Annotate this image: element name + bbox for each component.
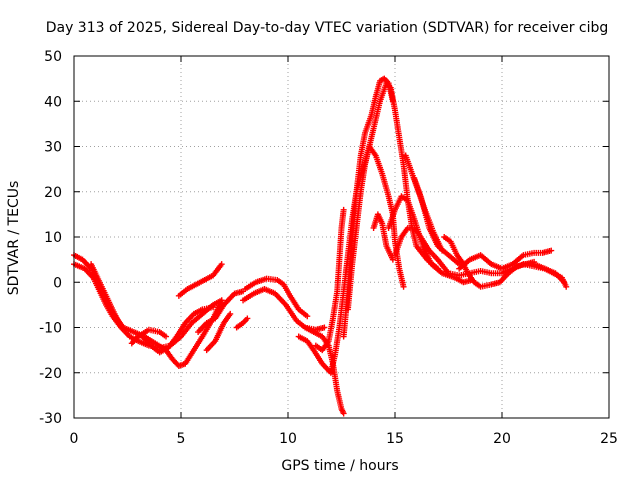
data-point: [389, 256, 396, 263]
data-points: [71, 75, 570, 417]
data-point: [439, 247, 446, 254]
series-track-10: [242, 275, 311, 320]
y-axis-label: SDTVAR / TECUs: [6, 181, 22, 296]
data-point: [304, 313, 311, 320]
series-track-24: [402, 152, 446, 254]
y-tick-labels: -30 -20 -10 0 10 20 30 40 50: [39, 49, 62, 427]
x-tick-label: 10: [279, 431, 297, 447]
series-track-7: [195, 288, 247, 336]
x-tick-labels: 0 5 10 15 20 25: [70, 431, 618, 447]
data-point: [548, 247, 555, 254]
series-track-9: [240, 286, 328, 333]
y-tick-label: 10: [44, 230, 62, 246]
data-point: [115, 319, 122, 326]
data-point: [210, 304, 217, 311]
series-track-11: [233, 315, 251, 331]
x-tick-label: 20: [493, 431, 511, 447]
data-point: [163, 333, 170, 340]
y-tick-label: 30: [44, 140, 62, 156]
data-point: [563, 283, 570, 290]
x-tick-label: 15: [386, 431, 404, 447]
y-tick-label: 0: [53, 275, 62, 291]
x-tick-label: 25: [600, 431, 618, 447]
y-tick-label: 40: [44, 94, 62, 110]
series-track-14: [312, 206, 347, 354]
data-point: [340, 206, 347, 213]
data-point: [389, 98, 396, 105]
series-track-3: [88, 261, 122, 326]
axis-ticks: [73, 55, 610, 419]
series-track-23: [520, 261, 570, 290]
x-tick-label: 0: [70, 431, 79, 447]
data-point: [218, 297, 225, 304]
series-track-5: [139, 304, 217, 356]
y-tick-label: -20: [39, 366, 62, 382]
data-point: [244, 315, 251, 322]
series-track-4: [128, 326, 170, 347]
series-track-8: [203, 310, 234, 354]
data-point: [218, 261, 225, 268]
series-track-15: [340, 75, 396, 340]
y-tick-label: -10: [39, 321, 62, 337]
data-point: [227, 310, 234, 317]
x-axis-label: GPS time / hours: [281, 458, 398, 474]
series-track-6: [175, 261, 225, 299]
y-tick-label: 50: [44, 49, 62, 65]
x-tick-label: 5: [177, 431, 186, 447]
series-track-16: [344, 143, 407, 313]
chart-title: Day 313 of 2025, Sidereal Day-to-day VTE…: [46, 20, 609, 36]
series-track-22: [456, 247, 555, 272]
data-point: [321, 324, 328, 331]
y-tick-label: -30: [39, 411, 62, 427]
series-track-17: [370, 211, 396, 263]
data-point: [400, 283, 407, 290]
y-tick-label: 20: [44, 185, 62, 201]
data-point: [340, 410, 347, 417]
